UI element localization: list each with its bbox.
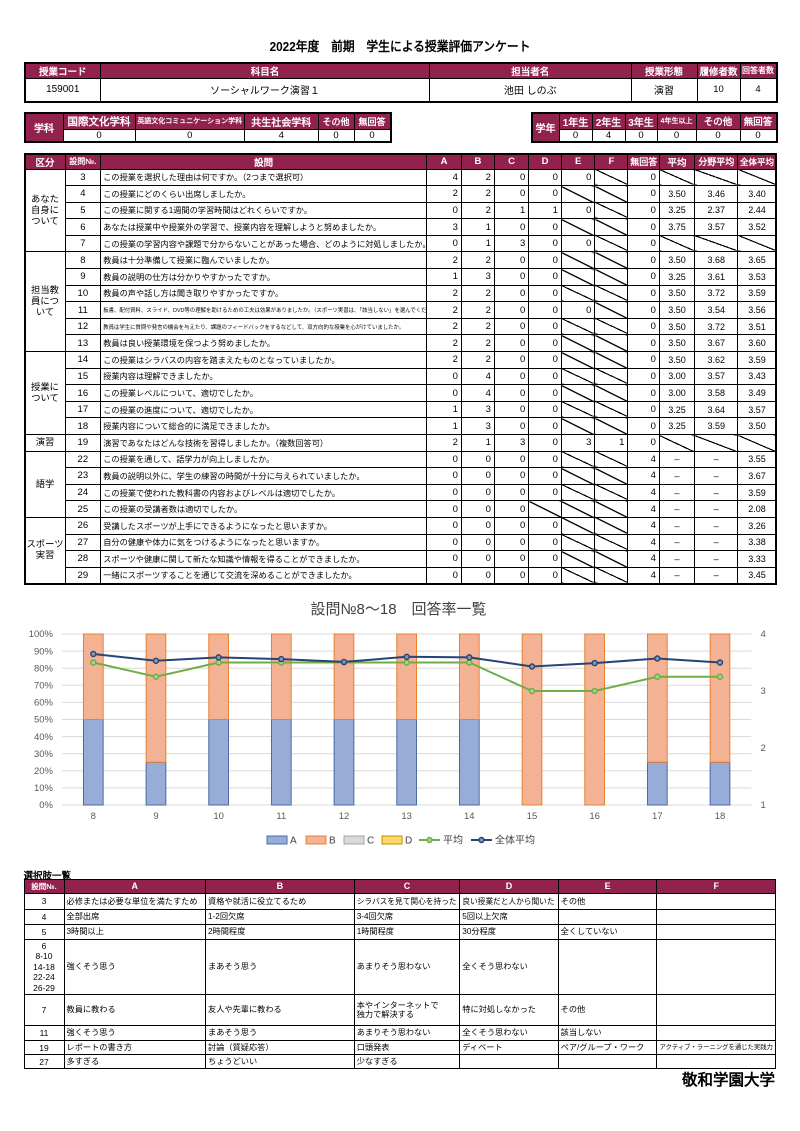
svg-text:8: 8 bbox=[91, 811, 96, 822]
svg-text:2: 2 bbox=[761, 743, 766, 754]
svg-text:40%: 40% bbox=[34, 732, 54, 743]
svg-text:70%: 70% bbox=[34, 681, 54, 692]
svg-text:12: 12 bbox=[339, 811, 350, 822]
svg-text:17: 17 bbox=[652, 811, 663, 822]
svg-text:30%: 30% bbox=[34, 749, 54, 760]
svg-text:4: 4 bbox=[761, 629, 766, 640]
svg-text:3: 3 bbox=[761, 686, 766, 697]
svg-text:16: 16 bbox=[589, 811, 600, 822]
svg-text:90%: 90% bbox=[34, 646, 54, 657]
svg-text:10: 10 bbox=[213, 811, 224, 822]
svg-text:10%: 10% bbox=[34, 783, 54, 794]
svg-text:A: A bbox=[290, 836, 297, 847]
svg-text:11: 11 bbox=[276, 811, 286, 822]
svg-text:平均: 平均 bbox=[443, 835, 463, 847]
svg-text:全体平均: 全体平均 bbox=[495, 834, 535, 847]
svg-text:14: 14 bbox=[464, 811, 475, 822]
svg-text:80%: 80% bbox=[34, 663, 54, 674]
svg-text:1: 1 bbox=[761, 800, 766, 811]
svg-text:D: D bbox=[405, 836, 412, 847]
svg-text:20%: 20% bbox=[34, 766, 54, 777]
svg-text:100%: 100% bbox=[29, 629, 54, 640]
svg-text:15: 15 bbox=[527, 811, 538, 822]
svg-text:18: 18 bbox=[715, 811, 726, 822]
svg-text:60%: 60% bbox=[34, 698, 54, 709]
svg-text:13: 13 bbox=[401, 811, 412, 822]
svg-text:9: 9 bbox=[153, 811, 158, 822]
svg-text:B: B bbox=[329, 836, 336, 847]
svg-text:C: C bbox=[367, 836, 374, 847]
svg-text:0%: 0% bbox=[39, 800, 53, 811]
svg-text:50%: 50% bbox=[34, 715, 54, 726]
